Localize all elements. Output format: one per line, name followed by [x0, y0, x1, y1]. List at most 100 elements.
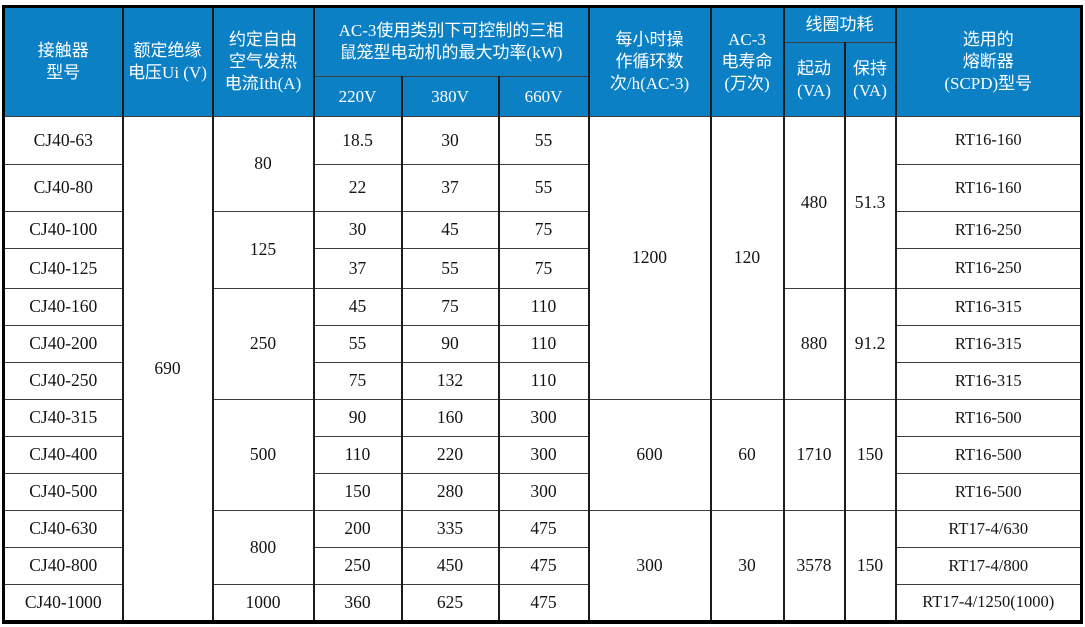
model-cell: CJ40-315 — [2, 399, 124, 437]
table-row: CJ40-160 250 45 75 110 880 91.2 RT16-315 — [2, 288, 1083, 400]
coil-hold-cell: 150 — [843, 399, 897, 511]
coil-hold-cell: 51.3 — [843, 116, 897, 289]
kw-380-cell: 75 — [400, 288, 500, 326]
col-header-coil-start: 起动 (VA) — [782, 42, 846, 117]
kw-380-cell: 220 — [400, 436, 500, 474]
kw-660-cell: 475 — [497, 584, 590, 622]
fuse-cell: RT16-160 — [894, 116, 1083, 165]
model-cell: CJ40-80 — [2, 164, 124, 212]
kw-660-cell: 300 — [497, 436, 590, 474]
fuse-cell: RT16-500 — [894, 399, 1083, 437]
kw-660-cell: 110 — [497, 288, 590, 326]
kw-660-cell: 75 — [497, 248, 590, 289]
table-row: CJ40-200 55 90 110 RT16-315 — [2, 325, 1083, 363]
fuse-cell: RT16-500 — [894, 436, 1083, 474]
coil-hold-cell: 150 — [843, 510, 897, 622]
col-header-coil-power: 线圈功耗 — [782, 6, 897, 43]
table-header: 接触器 型号 额定绝缘 电压Ui (V) 约定自由 空气发热 电流Ith(A) … — [2, 6, 1083, 117]
kw-220-cell: 150 — [312, 473, 403, 511]
kw-220-cell: 110 — [312, 436, 403, 474]
table-row: CJ40-315 500 90 160 300 600 60 1710 150 … — [2, 399, 1083, 511]
coil-start-cell: 3578 — [782, 510, 846, 622]
kw-220-cell: 18.5 — [312, 116, 403, 165]
kw-380-cell: 37 — [400, 164, 500, 212]
kw-220-cell: 90 — [312, 399, 403, 437]
model-cell: CJ40-160 — [2, 288, 124, 326]
ith-cell: 500 — [211, 399, 315, 511]
kw-380-cell: 160 — [400, 399, 500, 437]
col-header-rated-insulation-voltage: 额定绝缘 电压Ui (V) — [121, 6, 214, 117]
table-row: CJ40-250 75 132 110 RT16-315 — [2, 362, 1083, 400]
fuse-cell: RT16-250 — [894, 211, 1083, 249]
kw-660-cell: 75 — [497, 211, 590, 249]
col-header-contactor-model: 接触器 型号 — [2, 6, 124, 117]
col-header-fuse: 选用的 熔断器 (SCPD)型号 — [894, 6, 1083, 117]
col-header-220v: 220V — [312, 76, 403, 117]
table-row: CJ40-500 150 280 300 RT16-500 — [2, 473, 1083, 511]
model-cell: CJ40-250 — [2, 362, 124, 400]
kw-220-cell: 22 — [312, 164, 403, 212]
contactor-spec-table: 接触器 型号 额定绝缘 电压Ui (V) 约定自由 空气发热 电流Ith(A) … — [2, 5, 1084, 624]
kw-220-cell: 30 — [312, 211, 403, 249]
kw-220-cell: 200 — [312, 510, 403, 548]
kw-380-cell: 30 — [400, 116, 500, 165]
table-row: CJ40-63 690 80 18.5 30 55 1200 120 480 5… — [2, 116, 1083, 622]
ith-cell: 800 — [211, 510, 315, 585]
cycles-cell: 600 — [587, 399, 712, 511]
kw-220-cell: 250 — [312, 547, 403, 585]
kw-660-cell: 300 — [497, 399, 590, 437]
table-row: CJ40-1000 1000 360 625 475 RT17-4/1250(1… — [2, 584, 1083, 622]
kw-660-cell: 300 — [497, 473, 590, 511]
model-cell: CJ40-1000 — [2, 584, 124, 622]
ith-cell: 80 — [211, 116, 315, 212]
fuse-cell: RT16-160 — [894, 164, 1083, 212]
life-cell: 60 — [709, 399, 785, 511]
kw-220-cell: 75 — [312, 362, 403, 400]
col-header-ac3-max-power: AC-3使用类别下可控制的三相 鼠笼型电动机的最大功率(kW) — [312, 6, 590, 77]
table-row: CJ40-400 110 220 300 RT16-500 — [2, 436, 1083, 474]
life-cell: 30 — [709, 510, 785, 622]
fuse-cell: RT16-315 — [894, 362, 1083, 400]
kw-380-cell: 450 — [400, 547, 500, 585]
kw-660-cell: 475 — [497, 547, 590, 585]
ith-cell: 250 — [211, 288, 315, 400]
col-header-380v: 380V — [400, 76, 500, 117]
cycles-cell: 300 — [587, 510, 712, 622]
ith-cell: 1000 — [211, 584, 315, 622]
ith-cell: 125 — [211, 211, 315, 289]
col-header-coil-hold: 保持 (VA) — [843, 42, 897, 117]
table-row: CJ40-80 22 37 55 RT16-160 — [2, 164, 1083, 212]
table-body: CJ40-63 690 80 18.5 30 55 1200 120 480 5… — [2, 116, 1083, 622]
fuse-cell: RT17-4/630 — [894, 510, 1083, 548]
kw-660-cell: 110 — [497, 325, 590, 363]
table-row: CJ40-630 800 200 335 475 300 30 3578 150… — [2, 510, 1083, 622]
kw-380-cell: 90 — [400, 325, 500, 363]
fuse-cell: RT16-315 — [894, 288, 1083, 326]
kw-660-cell: 475 — [497, 510, 590, 548]
kw-220-cell: 55 — [312, 325, 403, 363]
col-header-ac3-life: AC-3 电寿命 (万次) — [709, 6, 785, 117]
fuse-cell: RT17-4/1250(1000) — [894, 584, 1083, 622]
table-row: CJ40-100 125 30 45 75 RT16-250 — [2, 211, 1083, 289]
coil-hold-cell: 91.2 — [843, 288, 897, 400]
coil-start-cell: 880 — [782, 288, 846, 400]
model-cell: CJ40-63 — [2, 116, 124, 165]
kw-220-cell: 45 — [312, 288, 403, 326]
fuse-cell: RT16-500 — [894, 473, 1083, 511]
model-cell: CJ40-200 — [2, 325, 124, 363]
col-header-660v: 660V — [497, 76, 590, 117]
kw-380-cell: 45 — [400, 211, 500, 249]
col-header-cycles-per-hour: 每小时操 作循环数 次/h(AC-3) — [587, 6, 712, 117]
life-cell: 120 — [709, 116, 785, 400]
table-row: CJ40-125 37 55 75 RT16-250 — [2, 248, 1083, 289]
kw-660-cell: 55 — [497, 116, 590, 165]
col-header-thermal-current: 约定自由 空气发热 电流Ith(A) — [211, 6, 315, 117]
model-cell: CJ40-400 — [2, 436, 124, 474]
model-cell: CJ40-800 — [2, 547, 124, 585]
kw-220-cell: 37 — [312, 248, 403, 289]
model-cell: CJ40-630 — [2, 510, 124, 548]
kw-220-cell: 360 — [312, 584, 403, 622]
coil-start-cell: 480 — [782, 116, 846, 289]
model-cell: CJ40-125 — [2, 248, 124, 289]
